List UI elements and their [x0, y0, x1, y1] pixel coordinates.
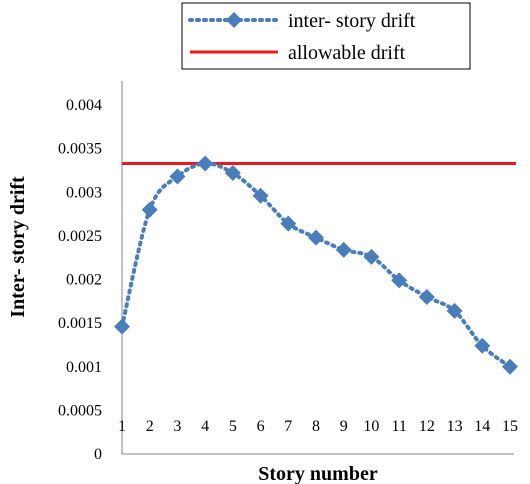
y-tick-label: 0.001 [66, 359, 102, 376]
data-point-diamond [391, 272, 408, 289]
x-tick-label: 3 [173, 418, 181, 435]
series-line-inter-story-drift [120, 161, 512, 369]
data-point-diamond [280, 215, 297, 232]
x-tick-label: 9 [340, 418, 348, 435]
legend-marker-diamond-icon [226, 12, 242, 28]
x-tick-label: 7 [284, 418, 292, 435]
legend-label-drift: inter- story drift [288, 10, 416, 32]
y-tick-label: 0.004 [66, 97, 102, 114]
data-point-diamond [308, 229, 324, 246]
x-tick-label: 8 [312, 418, 320, 435]
y-tick-labels: 0 0.0005 0.001 0.0015 0.002 0.0025 0.003 0.0035… [58, 97, 102, 463]
data-point-diamond [252, 187, 269, 204]
data-point-diamond [502, 358, 518, 375]
y-tick-label: 0.002 [66, 272, 102, 289]
x-tick-label: 2 [146, 418, 154, 435]
x-tick-label: 5 [229, 418, 237, 435]
data-point-diamond [197, 155, 214, 172]
data-point-diamond [169, 168, 186, 185]
legend-box [181, 2, 471, 70]
x-tick-label: 14 [474, 418, 490, 435]
data-point-diamond [224, 165, 241, 182]
y-tick-label: 0.003 [66, 184, 102, 201]
data-point-diamond [114, 318, 130, 335]
y-tick-label: 0.0005 [58, 402, 102, 419]
x-tick-label: 4 [201, 418, 209, 435]
y-tick-label: 0.0035 [58, 141, 102, 158]
data-point-diamond [335, 241, 352, 258]
legend-label-allowable: allowable drift [288, 42, 406, 64]
x-tick-label: 15 [502, 418, 518, 435]
x-tick-label: 10 [363, 418, 379, 435]
data-point-diamond [474, 337, 491, 354]
y-tick-label: 0.0015 [58, 315, 102, 332]
x-tick-label: 1 [118, 418, 126, 435]
y-tick-label: 0 [94, 446, 102, 463]
data-point-diamond [446, 302, 463, 319]
x-tick-label: 6 [257, 418, 265, 435]
y-tick-label: 0.0025 [58, 228, 102, 245]
legend: inter- story drift allowable drift [181, 2, 471, 70]
x-tick-label: 13 [447, 418, 463, 435]
x-tick-label: 11 [391, 418, 406, 435]
x-tick-labels: 1 2 3 4 5 6 7 8 9 10 11 12 13 14 15 [118, 418, 518, 435]
series-layer [114, 155, 518, 375]
y-axis-title: Inter- story drift [7, 176, 29, 318]
x-tick-label: 12 [419, 418, 435, 435]
x-axis-title: Story number [258, 463, 378, 484]
data-point-diamond [418, 288, 435, 305]
data-point-diamond [141, 201, 158, 218]
data-point-diamond [363, 248, 380, 265]
